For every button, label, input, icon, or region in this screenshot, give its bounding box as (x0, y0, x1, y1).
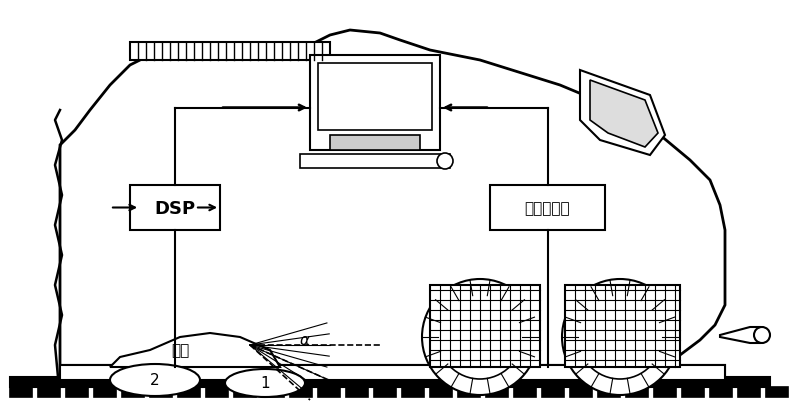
Bar (738, 387, 760, 397)
Polygon shape (565, 285, 680, 367)
Bar (542, 387, 564, 397)
Bar (514, 387, 536, 397)
Circle shape (562, 279, 678, 395)
Text: 2: 2 (150, 373, 160, 388)
Text: 1: 1 (260, 375, 270, 390)
Bar (626, 387, 648, 397)
Circle shape (468, 325, 492, 349)
Text: DSP: DSP (154, 199, 195, 217)
Bar (10, 377, 770, 387)
Bar (570, 387, 592, 397)
Bar (234, 387, 256, 397)
Polygon shape (110, 333, 280, 367)
Bar (60, 365, 725, 380)
Bar (300, 155, 450, 168)
Bar (766, 387, 788, 397)
Bar (430, 387, 452, 397)
Bar (38, 387, 60, 397)
Polygon shape (590, 81, 658, 148)
Bar (330, 136, 420, 151)
Polygon shape (60, 31, 725, 377)
Circle shape (437, 153, 453, 170)
Circle shape (422, 279, 538, 395)
Bar (490, 185, 605, 230)
Bar (598, 387, 620, 397)
Circle shape (438, 295, 522, 379)
Bar (346, 387, 368, 397)
Text: α: α (300, 333, 310, 347)
Bar (486, 387, 508, 397)
Bar (94, 387, 116, 397)
Bar (122, 387, 144, 397)
Bar (710, 387, 732, 397)
Bar (318, 64, 432, 131)
Polygon shape (430, 285, 540, 367)
Text: 雷达: 雷达 (171, 343, 189, 358)
Bar (130, 43, 330, 61)
Bar (60, 365, 725, 380)
Ellipse shape (110, 364, 200, 396)
Bar (206, 387, 228, 397)
Polygon shape (580, 71, 665, 156)
Bar (10, 387, 32, 397)
Bar (402, 387, 424, 397)
Bar (654, 387, 676, 397)
Bar (318, 387, 340, 397)
Bar (290, 387, 312, 397)
Bar (130, 185, 220, 230)
Bar (682, 387, 704, 397)
Bar (150, 387, 172, 397)
Bar (458, 387, 480, 397)
Circle shape (754, 327, 770, 343)
Bar (262, 387, 284, 397)
Circle shape (608, 325, 632, 349)
Polygon shape (720, 327, 760, 343)
Text: 光电测速仪: 光电测速仪 (525, 200, 570, 215)
Circle shape (578, 295, 662, 379)
Bar (178, 387, 200, 397)
Bar (66, 387, 88, 397)
Ellipse shape (225, 369, 305, 397)
Bar (374, 387, 396, 397)
Bar (310, 56, 440, 151)
